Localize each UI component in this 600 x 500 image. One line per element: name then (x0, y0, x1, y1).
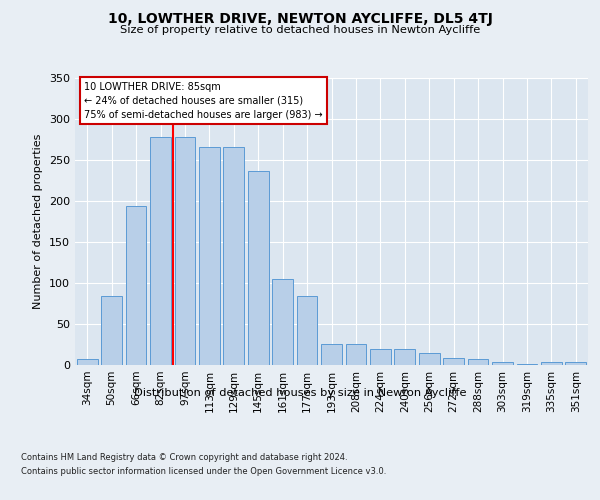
Bar (272, 279, 293, 365)
Bar (77, 359, 98, 365)
Bar (517, 364, 538, 365)
Text: Contains HM Land Registry data © Crown copyright and database right 2024.: Contains HM Land Registry data © Crown c… (21, 452, 347, 462)
Text: 10 LOWTHER DRIVE: 85sqm
← 24% of detached houses are smaller (315)
75% of semi-d: 10 LOWTHER DRIVE: 85sqm ← 24% of detache… (84, 82, 323, 120)
Bar (492, 362, 513, 365)
Bar (394, 350, 415, 365)
Bar (175, 138, 196, 365)
Text: Contains public sector information licensed under the Open Government Licence v3: Contains public sector information licen… (21, 468, 386, 476)
Bar (443, 358, 464, 365)
Bar (467, 359, 488, 365)
Bar (101, 296, 122, 365)
Bar (248, 171, 269, 365)
Bar (346, 344, 367, 365)
Bar (296, 296, 317, 365)
Y-axis label: Number of detached properties: Number of detached properties (34, 134, 43, 309)
Bar (419, 352, 440, 365)
Bar (125, 206, 146, 365)
Bar (199, 148, 220, 365)
Bar (565, 362, 586, 365)
Bar (370, 350, 391, 365)
Bar (223, 148, 244, 365)
Bar (150, 138, 171, 365)
Bar (541, 362, 562, 365)
Text: Distribution of detached houses by size in Newton Aycliffe: Distribution of detached houses by size … (134, 388, 466, 398)
Text: 10, LOWTHER DRIVE, NEWTON AYCLIFFE, DL5 4TJ: 10, LOWTHER DRIVE, NEWTON AYCLIFFE, DL5 … (107, 12, 493, 26)
Text: Size of property relative to detached houses in Newton Aycliffe: Size of property relative to detached ho… (120, 25, 480, 35)
Bar (321, 344, 342, 365)
